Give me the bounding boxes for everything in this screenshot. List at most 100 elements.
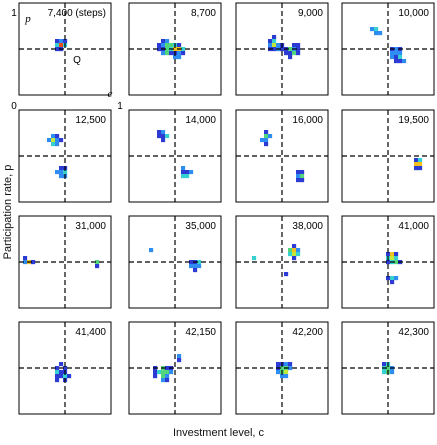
panel-10: 35,000 <box>128 215 222 309</box>
heatmap-cell <box>252 256 257 261</box>
heatmap-cell <box>23 260 28 265</box>
heatmap-cell <box>296 51 301 56</box>
heatmap-cell <box>169 43 174 48</box>
heatmap-cell <box>181 166 186 171</box>
heatmap-cell <box>55 370 60 375</box>
heatmap-cell <box>59 138 64 143</box>
heatmap-cell <box>296 178 301 183</box>
panel-step-label: 41,000 <box>398 221 429 232</box>
heatmap-cell <box>161 130 166 135</box>
panel-frame <box>341 215 435 309</box>
heatmap-cell <box>185 170 190 175</box>
panel-11: 38,000 <box>235 215 329 309</box>
panel-16: 42,300 <box>341 321 435 415</box>
heatmap-cell <box>276 43 281 48</box>
heatmap-cell <box>394 252 399 257</box>
panel-frame <box>18 215 112 309</box>
heatmap-cell <box>288 47 293 52</box>
heatmap-cell <box>394 276 399 281</box>
heatmap-cell <box>418 158 423 163</box>
panel-step-label: 8,700 <box>191 8 216 19</box>
heatmap-cell <box>161 39 166 44</box>
heatmap-cell <box>414 166 419 171</box>
heatmap-cell <box>63 39 68 44</box>
heatmap-cell <box>390 370 395 375</box>
heatmap-cell <box>189 260 194 265</box>
heatmap-cell <box>370 27 375 32</box>
heatmap-cell <box>181 51 186 56</box>
heatmap-cell <box>157 47 162 52</box>
heatmap-cell <box>300 174 305 179</box>
corner-label-c-right: 1 <box>117 101 123 112</box>
panel-step-label: 19,500 <box>398 115 429 126</box>
heatmap-cell <box>197 264 202 269</box>
heatmap-cell <box>292 43 297 48</box>
heatmap-cell <box>55 142 60 147</box>
heatmap-cell <box>288 366 293 371</box>
heatmap-cell <box>292 256 297 261</box>
heatmap-cell <box>59 39 64 44</box>
panel-step-label: 7,400 (steps) <box>48 8 106 19</box>
heatmap-cell <box>59 362 64 367</box>
heatmap-cell <box>284 51 289 56</box>
panel-frame <box>18 2 112 96</box>
heatmap-cell <box>181 47 186 52</box>
panel-frame <box>341 2 435 96</box>
heatmap-cell <box>59 170 64 175</box>
heatmap-cell <box>300 170 305 175</box>
heatmap-cell <box>55 374 60 379</box>
panel-step-label: 14,000 <box>185 115 216 126</box>
panels-group: 7,400 (steps) 8,700 9,000 10,000 12,500 14,00… <box>18 2 435 415</box>
heatmap-cell <box>165 370 170 375</box>
axis-symbol-c: c <box>108 88 113 100</box>
panel-step-label: 16,000 <box>292 115 323 126</box>
heatmap-cell <box>288 55 293 60</box>
heatmap-cell <box>394 256 399 261</box>
heatmap-cell <box>55 43 60 48</box>
heatmap-cell <box>288 252 293 257</box>
heatmap-cell <box>390 276 395 281</box>
heatmap-cell <box>169 51 174 56</box>
heatmap-cell <box>51 142 56 147</box>
panel-step-label: 9,000 <box>298 8 323 19</box>
heatmap-cell <box>418 166 423 171</box>
panel-step-label: 31,000 <box>75 221 106 232</box>
heatmap-cell <box>177 51 182 56</box>
heatmap-cell <box>185 174 190 179</box>
panel-frame <box>128 215 222 309</box>
heatmap-cell <box>63 374 68 379</box>
heatmap-cell <box>272 43 277 48</box>
heatmap-cell <box>63 366 68 371</box>
heatmap-cell <box>55 134 60 139</box>
panel-frame <box>128 2 222 96</box>
heatmap-cell <box>264 142 269 147</box>
heatmap-cell <box>280 47 285 52</box>
x-axis-label: Investment level, c <box>172 427 265 439</box>
heatmap-cell <box>95 260 100 265</box>
panel-12: 41,000 <box>341 215 435 309</box>
heatmap-cell <box>260 138 265 143</box>
panel-2: 8,700 <box>128 2 222 96</box>
heatmap-cell <box>386 252 391 257</box>
panel-6: 14,000 <box>128 109 222 203</box>
heatmap-cell <box>390 252 395 257</box>
heatmap-cell <box>292 248 297 253</box>
heatmap-cell <box>55 138 60 143</box>
heatmap-cell <box>394 59 399 64</box>
panel-step-label: 35,000 <box>185 221 216 232</box>
heatmap-cell <box>55 366 60 371</box>
panel-frame <box>128 109 222 203</box>
corner-label-p-top: 1 <box>11 8 17 19</box>
heatmap-cell <box>284 374 289 379</box>
heatmap-cell <box>63 170 68 175</box>
heatmap-cell <box>161 138 166 143</box>
heatmap-cell <box>288 51 293 56</box>
heatmap-cell <box>386 366 391 371</box>
heatmap-cell <box>284 272 289 277</box>
panel-frame <box>235 2 329 96</box>
heatmap-cell <box>193 268 198 273</box>
heatmap-cell <box>23 256 28 261</box>
heatmap-cell <box>197 260 202 265</box>
axis-symbol-p: p <box>24 13 31 25</box>
